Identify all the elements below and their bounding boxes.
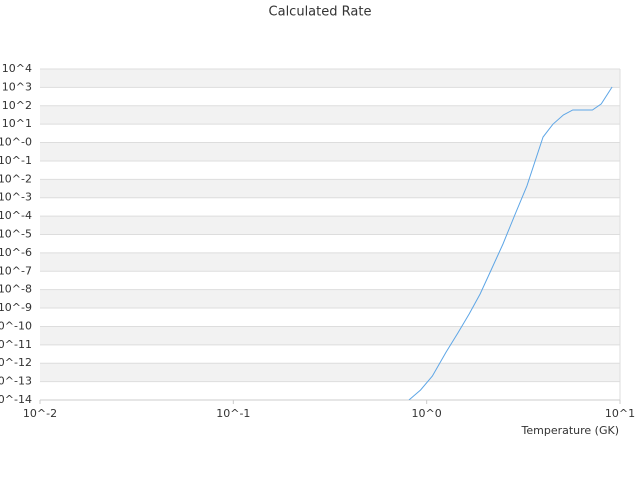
y-tick-label: 10^-10: [0, 319, 32, 332]
x-tick-label: 10^0: [412, 407, 442, 420]
chart-title: Calculated Rate: [269, 5, 372, 20]
y-tick-label: 10^-0: [0, 136, 32, 149]
grid-band: [40, 216, 620, 235]
y-tick-label: 10^1: [2, 117, 32, 130]
x-tick-label: 10^-1: [216, 407, 250, 420]
grid-band: [40, 142, 620, 161]
grid-band: [40, 69, 620, 88]
y-tick-label: 10^-9: [0, 301, 32, 314]
y-tick-label: 10^-2: [0, 172, 32, 185]
grid-band: [40, 179, 620, 198]
y-tick-label: 10^-8: [0, 283, 32, 296]
y-tick-label: 10^-3: [0, 191, 32, 204]
grid-band: [40, 326, 620, 345]
y-tick-label: 10^3: [2, 80, 32, 93]
grid-band: [40, 289, 620, 309]
grid-band: [40, 105, 620, 125]
y-tick-label: 10^-12: [0, 356, 32, 369]
y-tick-label: 10^-11: [0, 338, 32, 351]
y-tick-label: 10^-4: [0, 209, 32, 222]
x-tick-label: 10^1: [605, 407, 635, 420]
data-line: [408, 86, 613, 400]
y-tick-label: 10^-5: [0, 228, 32, 241]
y-tick-label: 10^-7: [0, 264, 32, 277]
y-tick-label: 10^-1: [0, 154, 32, 167]
y-tick-label: 10^-6: [0, 246, 32, 259]
grid-band: [40, 252, 620, 272]
y-tick-label: 10^2: [2, 99, 32, 112]
y-tick-label: 10^-14: [0, 393, 32, 406]
y-tick-label: 10^-13: [0, 375, 32, 388]
grid-band: [40, 363, 620, 382]
x-axis-label: Temperature (GK): [521, 424, 620, 437]
x-tick-label: 10^-2: [23, 407, 57, 420]
y-tick-label: 10^4: [2, 62, 32, 75]
